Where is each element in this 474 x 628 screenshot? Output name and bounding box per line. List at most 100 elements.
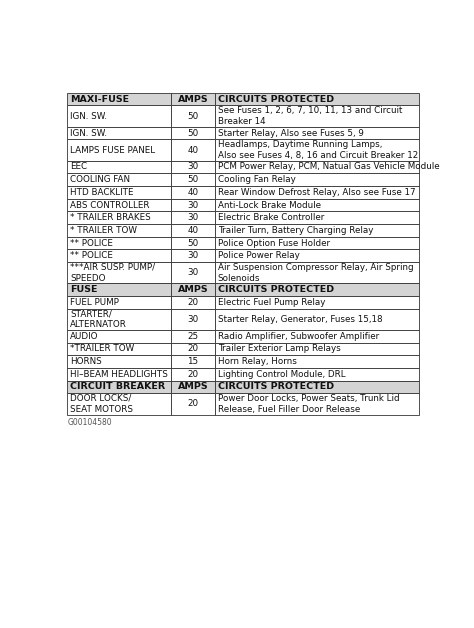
Text: PCM Power Relay, PCM, Natual Gas Vehicle Module: PCM Power Relay, PCM, Natual Gas Vehicle… <box>218 163 439 171</box>
Text: ABS CONTROLLER: ABS CONTROLLER <box>70 200 150 210</box>
Text: Radio Amplifier, Subwoofer Amplifier: Radio Amplifier, Subwoofer Amplifier <box>218 332 379 341</box>
Text: Starter Relay, Generator, Fuses 15,18: Starter Relay, Generator, Fuses 15,18 <box>218 315 383 324</box>
Bar <box>171 237 215 249</box>
Bar <box>215 343 419 355</box>
Text: Starter Relay, Also see Fuses 5, 9: Starter Relay, Also see Fuses 5, 9 <box>218 129 364 138</box>
Bar <box>215 161 419 173</box>
Text: AMPS: AMPS <box>178 382 208 391</box>
Text: Anti-Lock Brake Module: Anti-Lock Brake Module <box>218 200 321 210</box>
Bar <box>171 186 215 198</box>
Bar <box>67 237 171 249</box>
Text: 50: 50 <box>187 175 199 184</box>
Text: Cooling Fan Relay: Cooling Fan Relay <box>218 175 295 184</box>
Text: ***AIR SUSP. PUMP/
SPEEDO: ***AIR SUSP. PUMP/ SPEEDO <box>70 263 155 283</box>
Text: 50: 50 <box>187 112 199 121</box>
Bar <box>215 139 419 161</box>
Text: 50: 50 <box>187 239 199 247</box>
Text: 20: 20 <box>187 370 199 379</box>
Text: LAMPS FUSE PANEL: LAMPS FUSE PANEL <box>70 146 155 154</box>
Text: * TRAILER TOW: * TRAILER TOW <box>70 226 137 235</box>
Bar <box>215 381 419 393</box>
Bar <box>171 355 215 368</box>
Bar <box>67 296 171 308</box>
Text: AMPS: AMPS <box>178 285 208 294</box>
Text: AMPS: AMPS <box>178 95 208 104</box>
Text: Horn Relay, Horns: Horn Relay, Horns <box>218 357 297 366</box>
Bar <box>67 161 171 173</box>
Text: 25: 25 <box>187 332 199 341</box>
Text: FUSE: FUSE <box>70 285 98 294</box>
Text: 40: 40 <box>187 188 199 197</box>
Text: G00104580: G00104580 <box>67 418 112 427</box>
Text: 20: 20 <box>187 399 199 408</box>
Bar <box>171 343 215 355</box>
Text: Air Suspension Compressor Relay, Air Spring
Solenoids: Air Suspension Compressor Relay, Air Spr… <box>218 263 413 283</box>
Text: See Fuses 1, 2, 6, 7, 10, 11, 13 and Circuit
Breaker 14: See Fuses 1, 2, 6, 7, 10, 11, 13 and Cir… <box>218 106 402 126</box>
Text: CIRCUITS PROTECTED: CIRCUITS PROTECTED <box>218 285 334 294</box>
Bar <box>67 139 171 161</box>
Bar <box>67 212 171 224</box>
Text: ** POLICE: ** POLICE <box>70 251 113 260</box>
Bar <box>171 173 215 186</box>
Bar <box>67 368 171 381</box>
Bar <box>215 224 419 237</box>
Bar <box>67 198 171 212</box>
Text: 20: 20 <box>187 344 199 354</box>
Bar <box>67 93 171 106</box>
Text: Electric Brake Controller: Electric Brake Controller <box>218 213 324 222</box>
Bar <box>215 283 419 296</box>
Bar <box>67 381 171 393</box>
Bar <box>215 173 419 186</box>
Text: FUEL PUMP: FUEL PUMP <box>70 298 119 307</box>
Bar <box>171 262 215 283</box>
Bar <box>67 308 171 330</box>
Bar <box>67 224 171 237</box>
Bar <box>171 161 215 173</box>
Bar <box>171 93 215 106</box>
Bar <box>67 393 171 414</box>
Text: 30: 30 <box>187 213 199 222</box>
Bar <box>215 368 419 381</box>
Text: Trailer Exterior Lamp Relays: Trailer Exterior Lamp Relays <box>218 344 340 354</box>
Text: Police Power Relay: Police Power Relay <box>218 251 300 260</box>
Bar <box>171 296 215 308</box>
Text: DOOR LOCKS/
SEAT MOTORS: DOOR LOCKS/ SEAT MOTORS <box>70 394 133 414</box>
Bar <box>67 106 171 127</box>
Text: ** POLICE: ** POLICE <box>70 239 113 247</box>
Bar <box>171 249 215 262</box>
Bar <box>67 127 171 139</box>
Bar <box>215 308 419 330</box>
Bar <box>215 237 419 249</box>
Bar <box>67 173 171 186</box>
Text: 30: 30 <box>187 268 199 277</box>
Bar <box>171 127 215 139</box>
Bar <box>67 330 171 343</box>
Bar <box>215 127 419 139</box>
Bar <box>215 262 419 283</box>
Bar <box>215 93 419 106</box>
Bar <box>67 343 171 355</box>
Text: 20: 20 <box>187 298 199 307</box>
Bar <box>67 262 171 283</box>
Text: 30: 30 <box>187 200 199 210</box>
Text: CIRCUITS PROTECTED: CIRCUITS PROTECTED <box>218 95 334 104</box>
Bar <box>67 249 171 262</box>
Bar <box>171 106 215 127</box>
Bar <box>215 186 419 198</box>
Text: IGN. SW.: IGN. SW. <box>70 129 107 138</box>
Text: 40: 40 <box>187 226 199 235</box>
Text: Police Option Fuse Holder: Police Option Fuse Holder <box>218 239 330 247</box>
Bar <box>171 283 215 296</box>
Bar <box>67 355 171 368</box>
Text: HORNS: HORNS <box>70 357 102 366</box>
Text: CIRCUITS PROTECTED: CIRCUITS PROTECTED <box>218 382 334 391</box>
Bar <box>215 296 419 308</box>
Bar <box>171 368 215 381</box>
Bar <box>215 106 419 127</box>
Bar <box>215 393 419 414</box>
Bar <box>171 330 215 343</box>
Bar <box>67 283 171 296</box>
Text: 30: 30 <box>187 251 199 260</box>
Text: 50: 50 <box>187 129 199 138</box>
Bar <box>171 308 215 330</box>
